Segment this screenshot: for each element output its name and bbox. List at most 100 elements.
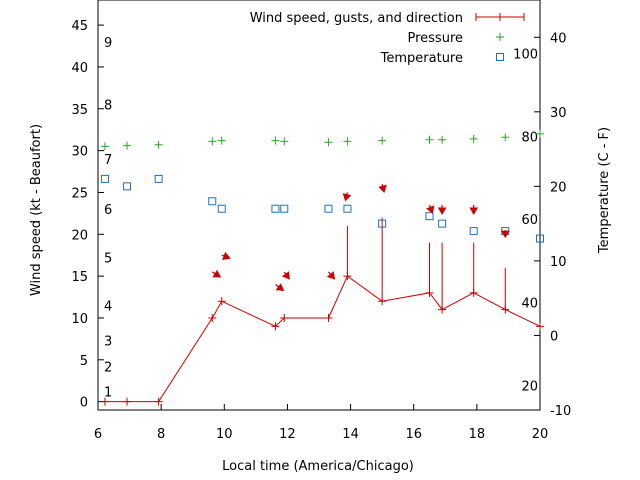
left-tick-label: 35 <box>71 103 88 118</box>
legend-temperature-marker <box>496 53 504 61</box>
fahrenheit-label: 20 <box>521 379 538 394</box>
x-tick-label: 8 <box>157 427 165 442</box>
pressure-point <box>280 137 289 146</box>
right-tick-label: 30 <box>550 106 567 121</box>
legend: Wind speed, gusts, and direction Pressure… <box>250 11 525 66</box>
wind-direction-arrow <box>281 271 290 280</box>
legend-wind-marker <box>496 13 504 21</box>
left-tick-label: 30 <box>71 145 88 160</box>
wind-direction-arrow <box>275 283 285 292</box>
pressure-point <box>343 137 352 146</box>
beaufort-label: 9 <box>104 36 112 51</box>
arrow-head <box>212 269 222 278</box>
series-layer <box>100 129 544 406</box>
temperature-point <box>324 204 333 213</box>
pressure-point <box>469 134 478 143</box>
fahrenheit-label: 100 <box>513 48 538 63</box>
wind-speed-line <box>104 275 541 403</box>
beaufort-label: 2 <box>104 360 112 375</box>
wind-direction-arrow <box>221 251 231 261</box>
temperature-point <box>154 174 163 183</box>
legend-pressure-marker <box>496 33 504 41</box>
x-tick-label: 16 <box>405 427 422 442</box>
temperature-point <box>378 219 387 228</box>
temperature-point <box>208 197 217 206</box>
pressure-point <box>536 129 544 138</box>
wind-speed-point <box>208 313 217 322</box>
arrow-head <box>222 251 231 261</box>
legend-label: Wind speed, gusts, and direction <box>250 11 463 26</box>
temperature-point <box>271 204 280 213</box>
pressure-point <box>378 136 387 145</box>
beaufort-label: 6 <box>104 203 112 218</box>
beaufort-label: 1 <box>104 386 112 401</box>
arrow-head <box>326 271 336 280</box>
x-axis-ticks: 6 8 10 12 14 16 18 20 <box>94 404 548 442</box>
temperature-point <box>343 204 352 213</box>
arrow-head <box>437 207 447 215</box>
arrow-head <box>275 283 285 292</box>
left-tick-label: 0 <box>80 396 88 411</box>
pressure-point <box>154 140 163 149</box>
temperature-point <box>425 212 434 221</box>
pressure-point <box>271 136 280 145</box>
left-axis-ticks: 0 5 10 15 20 25 30 35 40 45 <box>71 19 104 411</box>
temperature-point <box>438 219 447 228</box>
wind-direction-arrow <box>500 230 510 239</box>
x-tick-label: 6 <box>94 427 102 442</box>
beaufort-label: 8 <box>104 99 112 114</box>
x-tick-label: 18 <box>469 427 486 442</box>
arrow-head <box>500 230 510 239</box>
y-axis-label-left: Wind speed (kt - Beaufort) <box>29 124 44 296</box>
fahrenheit-scale-labels: 20 40 60 80 100 <box>513 48 538 395</box>
fahrenheit-label: 80 <box>521 130 538 145</box>
fahrenheit-label: 40 <box>521 297 538 312</box>
x-tick-label: 20 <box>532 427 549 442</box>
temperature-point <box>280 204 289 213</box>
left-tick-label: 20 <box>71 228 88 243</box>
wind-direction-arrow <box>426 204 435 214</box>
right-tick-label: 20 <box>550 180 567 195</box>
arrow-head <box>281 271 290 280</box>
legend-label: Pressure <box>407 31 463 46</box>
wind-speed-point <box>280 313 289 322</box>
beaufort-label: 7 <box>104 153 112 168</box>
pressure-series <box>100 129 544 151</box>
wind-speed-series <box>100 217 544 406</box>
wind-direction-arrow <box>437 205 447 215</box>
wind-direction-arrow <box>378 183 387 194</box>
temperature-point <box>536 234 544 243</box>
x-tick-label: 10 <box>216 427 233 442</box>
right-tick-label: 0 <box>550 329 558 344</box>
arrow-head <box>469 207 479 215</box>
wind-direction-arrow <box>211 269 222 278</box>
wind-speed-point <box>100 397 109 406</box>
wind-direction-arrow <box>326 271 336 280</box>
pressure-point <box>324 138 333 147</box>
beaufort-scale-labels: 1 2 3 4 5 6 7 8 9 <box>104 36 112 401</box>
arrow-head <box>342 193 352 202</box>
x-tick-label: 12 <box>279 427 296 442</box>
wind-direction-arrow <box>469 205 479 215</box>
temperature-point <box>123 182 132 191</box>
temperature-point <box>217 204 226 213</box>
x-tick-label: 14 <box>342 427 359 442</box>
pressure-point <box>501 133 510 142</box>
pressure-point <box>425 135 434 144</box>
beaufort-label: 5 <box>104 252 112 267</box>
arrow-head <box>378 184 387 194</box>
wind-speed-point <box>271 322 280 331</box>
wind-speed-point <box>324 313 333 322</box>
left-tick-label: 15 <box>71 270 88 285</box>
x-axis-label: Local time (America/Chicago) <box>222 459 414 474</box>
wind-speed-point <box>123 397 132 406</box>
left-tick-label: 10 <box>71 312 88 327</box>
left-tick-label: 25 <box>71 186 88 201</box>
right-tick-label: 40 <box>550 31 567 46</box>
pressure-point <box>217 136 226 145</box>
temperature-point <box>469 227 478 236</box>
left-tick-label: 5 <box>80 354 88 369</box>
temperature-point <box>100 174 109 183</box>
plot-border <box>97 0 541 411</box>
beaufort-label: 4 <box>104 299 112 314</box>
